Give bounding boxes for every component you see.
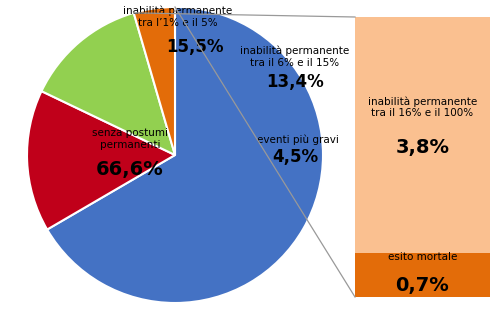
Text: 13,4%: 13,4% <box>266 73 324 91</box>
Bar <box>355 253 490 297</box>
Text: inabilità permanente
tra il 16% e il 100%: inabilità permanente tra il 16% e il 100… <box>368 96 477 118</box>
Text: inabilità permanente
tra l’1% e il 5%: inabilità permanente tra l’1% e il 5% <box>123 6 233 28</box>
Text: eventi più gravi: eventi più gravi <box>257 135 339 145</box>
Text: esito mortale: esito mortale <box>388 252 457 262</box>
Wedge shape <box>27 91 175 230</box>
Text: 0,7%: 0,7% <box>396 276 450 295</box>
Text: 66,6%: 66,6% <box>96 160 164 179</box>
Text: senza postumi
permanenti: senza postumi permanenti <box>92 128 168 150</box>
Bar <box>355 17 490 253</box>
Wedge shape <box>41 13 175 155</box>
Text: inabilità permanente
tra il 6% e il 15%: inabilità permanente tra il 6% e il 15% <box>241 46 350 68</box>
Wedge shape <box>47 7 323 303</box>
Text: 4,5%: 4,5% <box>272 148 318 166</box>
Text: 15,5%: 15,5% <box>166 38 224 56</box>
Text: 3,8%: 3,8% <box>396 138 450 157</box>
Wedge shape <box>134 7 175 155</box>
